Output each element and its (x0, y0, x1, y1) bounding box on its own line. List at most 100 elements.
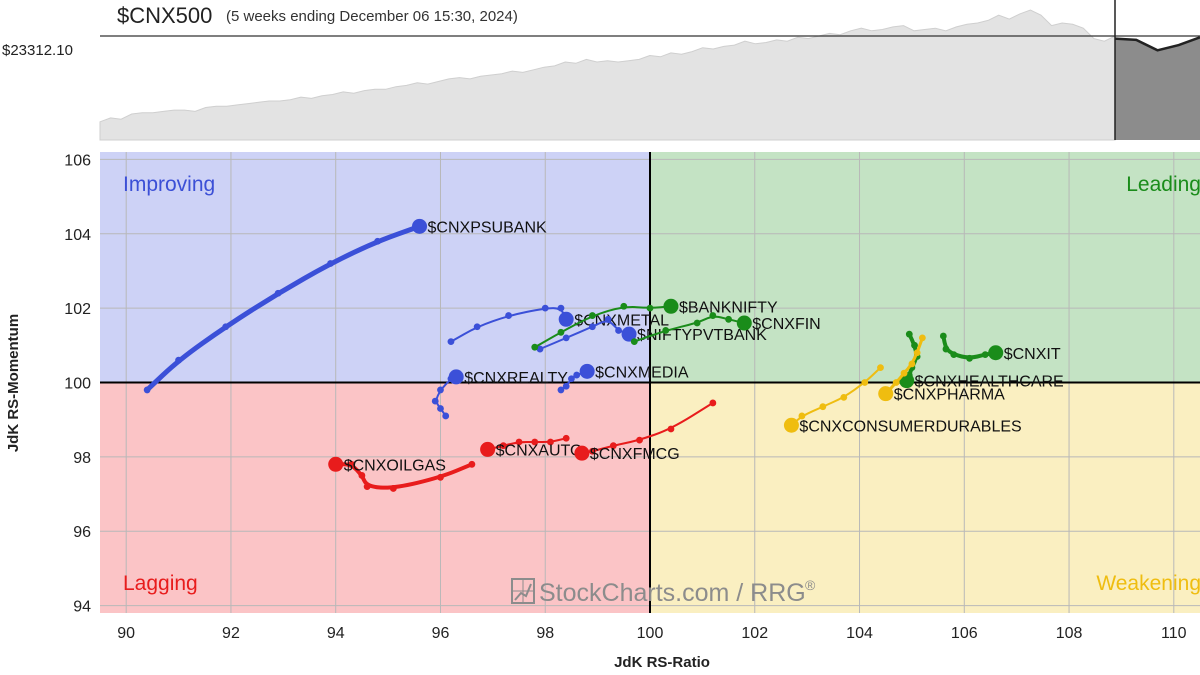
series-tail-point (447, 338, 455, 346)
series-label: $CNXPHARMA (894, 387, 1005, 404)
series-tail-point (348, 460, 355, 468)
series-tail-point (913, 349, 921, 357)
series-tail-point (819, 403, 827, 411)
series-label: $CNXREALTY (464, 370, 568, 387)
series-tail-point (562, 434, 570, 442)
series-tail-point (547, 438, 554, 446)
quadrant-label-lagging: Lagging (123, 572, 198, 595)
series-cnxmedia: $CNXMEDIA (557, 363, 689, 394)
series-tail-point (709, 312, 717, 319)
series-tail-point (557, 304, 565, 312)
quadrant-label-weakening: Weakening (1096, 572, 1200, 595)
x-tick-label: 104 (846, 625, 873, 642)
x-tick-label: 110 (1161, 625, 1187, 642)
series-tail-point (222, 323, 230, 331)
series-head-point (480, 441, 496, 457)
y-tick-label: 102 (64, 301, 91, 318)
series-label: $CNXAUTO (496, 442, 583, 459)
price-label: $23312.10 (2, 42, 73, 59)
y-tick-label: 94 (73, 599, 91, 616)
quadrant-label-leading: Leading (1126, 173, 1200, 196)
series-tail-point (900, 369, 908, 377)
x-tick-label: 108 (1056, 625, 1083, 642)
series-tail-point (693, 319, 701, 327)
price-recent-line (1114, 36, 1200, 52)
series-tail-point (557, 328, 565, 336)
quadrant-label-improving: Improving (123, 173, 215, 196)
series-tail-point (798, 412, 806, 420)
series-head-point (558, 311, 574, 327)
series-head-point (783, 417, 799, 433)
y-tick-label: 106 (64, 152, 91, 169)
series-tail-point (515, 438, 523, 446)
series-label: $CNXIT (1004, 346, 1061, 363)
series-tail-point (588, 312, 596, 319)
series-tail-point (505, 312, 512, 319)
series-tail-point (609, 442, 617, 450)
series-label: $CNXFMCG (590, 446, 680, 463)
x-tick-label: 96 (432, 625, 450, 642)
series-head-point (899, 373, 915, 389)
x-tick-labels: 90 92 94 96 98 100 102 104 106 108 110 (117, 625, 1186, 642)
series-tail-point (636, 436, 643, 444)
quadrant-leading (650, 152, 1200, 383)
price-history-panel (99, 0, 1200, 141)
series-head-point (412, 218, 428, 234)
series-tail-point (327, 260, 334, 267)
watermark-registered-mark: ® (805, 577, 816, 593)
series-tail-point (363, 483, 371, 490)
series-tail-point (374, 237, 382, 245)
series-tail-point (966, 354, 973, 362)
series-tail-point (950, 351, 958, 359)
y-tick-label: 104 (64, 227, 91, 244)
series-tail-point (437, 405, 444, 412)
series-tail-point (646, 304, 654, 312)
series-tail-point (541, 304, 549, 312)
watermark-text: StockCharts.com / RRG (539, 579, 806, 607)
x-tick-label: 92 (222, 625, 240, 642)
y-tick-label: 98 (73, 450, 91, 467)
chart-symbol: $CNX500 (117, 3, 212, 28)
series-tail-point (604, 315, 612, 323)
series-niftypvtbank: $NIFTYPVTBANK (536, 315, 767, 353)
stockcharts-watermark: StockCharts.com / RRG ® (511, 577, 816, 607)
x-tick-label: 94 (327, 625, 345, 642)
series-tail-point (911, 341, 918, 349)
series-tail-point (942, 345, 950, 353)
series-head-point (621, 326, 637, 342)
series-tail-point (588, 323, 596, 331)
series-label: $CNXOILGAS (344, 457, 446, 474)
series-tail-point (468, 460, 476, 468)
series-tail-point (861, 379, 869, 386)
series-head-point (988, 345, 1004, 361)
series-cnxconsumerdurables: $CNXCONSUMERDURABLES (783, 364, 1022, 435)
series-tail-point (143, 386, 151, 394)
series-label: $BANKNIFTY (679, 299, 778, 316)
series-tail-line (144, 223, 422, 393)
series-cnxfmcg: $CNXFMCG (574, 399, 717, 463)
series-tail-point (437, 473, 444, 481)
series-banknifty: $BANKNIFTY (531, 298, 778, 351)
series-head-point (328, 456, 344, 472)
series-tail-point (588, 447, 596, 455)
series-tail-point (918, 334, 926, 342)
series-tail-point (531, 343, 539, 351)
series-label: $CNXFIN (752, 316, 820, 333)
series-tail-point (908, 360, 916, 368)
quadrant-weakening (650, 382, 1200, 613)
center-crosshair (100, 152, 1200, 613)
series-cnxauto: $CNXAUTO (480, 434, 583, 459)
series-tail-point (877, 364, 884, 372)
series-tail-point (442, 412, 450, 420)
series-tail-point (939, 332, 947, 340)
series-tail-point (431, 397, 439, 405)
series-tail-point (709, 399, 717, 407)
series-tail-point (620, 302, 628, 310)
y-axis-title: JdK RS-Momentum (5, 314, 22, 452)
y-tick-label: 100 (64, 376, 91, 393)
series-tail-point (905, 330, 913, 338)
series-tail-point (573, 371, 581, 379)
series-tail-line (333, 462, 474, 490)
quadrant-lagging (100, 382, 650, 613)
